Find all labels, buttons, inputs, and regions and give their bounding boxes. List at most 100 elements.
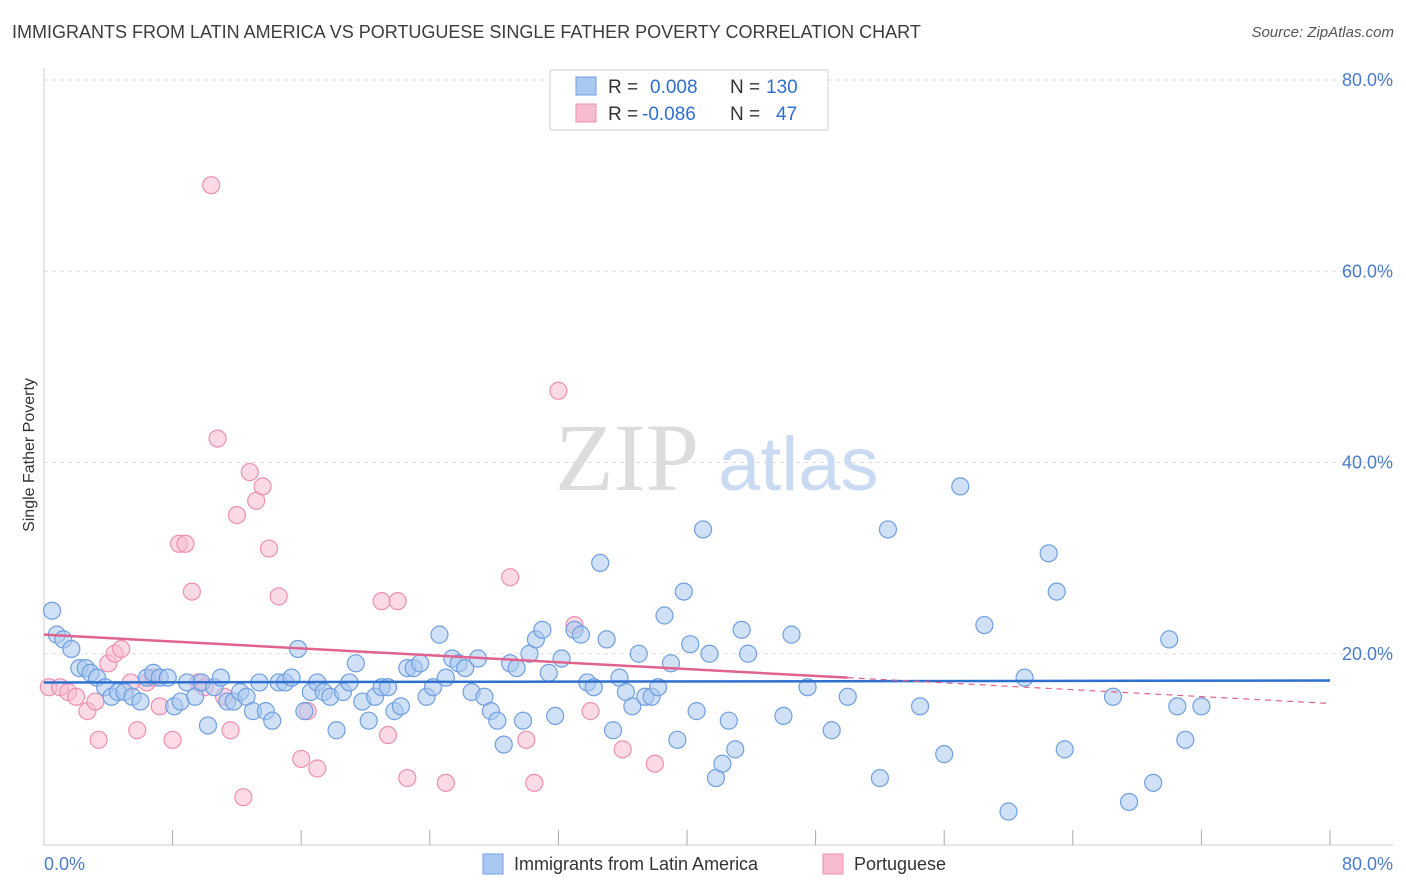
portuguese-point-21	[202, 176, 221, 195]
latin-america-point-25	[211, 668, 230, 687]
latin-america-point-106	[738, 644, 758, 663]
portuguese-trend-extension	[847, 677, 1331, 705]
portuguese-point-29	[253, 477, 272, 496]
latin-america-point-71	[507, 658, 526, 678]
latin-america-point-63	[456, 658, 475, 678]
legend-bottom: Immigrants from Latin America Portuguese	[482, 853, 946, 875]
latin-america-point-126	[1160, 630, 1179, 649]
latin-america-point-124	[1119, 792, 1139, 812]
portuguese-trend-line	[43, 633, 848, 679]
portuguese-point-37	[388, 592, 407, 611]
latin-america-point-111	[838, 687, 857, 706]
latin-america-point-48	[359, 711, 378, 730]
latin-america-point-118	[999, 802, 1018, 821]
portuguese-point-36	[378, 725, 398, 745]
latin-america-point-78	[552, 649, 571, 668]
legend-r-label-1: R =	[608, 77, 638, 98]
latin-america-point-100	[700, 644, 719, 663]
portuguese-point-6	[89, 730, 108, 749]
latin-america-point-77	[546, 706, 565, 726]
portuguese-point-30	[259, 539, 279, 558]
latin-america-point-115	[935, 745, 954, 764]
legend-n-value-1: 130	[766, 77, 798, 98]
latin-america-point-84	[597, 630, 616, 649]
portuguese-point-22	[208, 429, 227, 448]
latin-america-point-88	[623, 697, 642, 716]
legend-swatch-blue	[575, 76, 597, 96]
latin-america-point-82	[584, 678, 603, 697]
source-label: Source: ZipAtlas.com	[1251, 24, 1394, 41]
legend-r-value-2: -0.086	[642, 104, 696, 125]
latin-america-point-83	[591, 553, 610, 573]
latin-america-point-36	[282, 668, 301, 687]
latin-america-point-13	[131, 692, 150, 711]
portuguese-point-38	[398, 768, 417, 788]
x-tick-labels: 0.0% 80.0%	[44, 854, 1393, 874]
portuguese-point-35	[372, 592, 391, 611]
portuguese-point-27	[240, 462, 259, 482]
latin-america-point-123	[1103, 687, 1123, 706]
portuguese-point-17	[176, 534, 195, 553]
x-tick-label-1: 80.0%	[1342, 854, 1393, 874]
portuguese-point-32	[292, 749, 311, 769]
legend-swatch-pink	[575, 103, 597, 123]
legend-bottom-swatch-blue	[482, 853, 504, 875]
y-tick-label-3: 80.0%	[1342, 70, 1393, 90]
y-tick-label-0: 20.0%	[1342, 644, 1393, 664]
latin-america-point-38	[295, 702, 314, 721]
latin-america-point-95	[668, 730, 687, 749]
latin-america-point-69	[494, 735, 513, 754]
latin-america-point-17	[158, 668, 177, 687]
portuguese-point-5	[86, 692, 105, 711]
portuguese-point-42	[525, 773, 544, 792]
portuguese-point-15	[163, 730, 182, 749]
portuguese-point-3	[67, 687, 86, 706]
latin-america-point-93	[655, 606, 674, 625]
y-tick-label-1: 40.0%	[1342, 453, 1393, 473]
legend-bottom-label-1: Immigrants from Latin America	[514, 854, 759, 874]
latin-america-point-98	[687, 702, 706, 721]
legend-n-label-1: N =	[730, 77, 760, 98]
latin-america-point-113	[878, 520, 898, 539]
latin-america-point-127	[1168, 697, 1187, 716]
latin-america-point-59	[430, 625, 449, 644]
latin-america-point-33	[263, 711, 282, 730]
legend-n-value-2: 47	[776, 104, 797, 125]
portuguese-point-46	[613, 740, 632, 759]
watermark-zip: ZIP	[555, 404, 699, 511]
latin-america-point-107	[774, 706, 793, 726]
portuguese-point-11	[128, 721, 147, 740]
latin-america-point-46	[346, 654, 365, 673]
latin-america-point-76	[539, 663, 558, 682]
latin-america-point-89	[629, 644, 648, 663]
portuguese-point-41	[517, 730, 536, 749]
grid-lines	[44, 79, 1393, 655]
portuguese-point-25	[227, 505, 246, 525]
latin-america-point-72	[513, 711, 533, 730]
latin-america-point-121	[1047, 582, 1066, 601]
latin-america-point-119	[1015, 668, 1034, 687]
latin-america-trend-line	[43, 679, 1331, 684]
latin-america-point-97	[681, 635, 700, 654]
latin-america-point-56	[411, 654, 430, 673]
latin-america-point-60	[436, 668, 455, 687]
legend-bottom-label-2: Portuguese	[854, 854, 946, 874]
latin-america-point-103	[719, 711, 738, 730]
latin-america-point-105	[732, 620, 751, 639]
series-latin-america-points	[42, 477, 1211, 821]
latin-america-point-0	[42, 601, 62, 620]
latin-america-point-117	[975, 615, 994, 635]
portuguese-point-9	[112, 639, 131, 659]
watermark: ZIP atlas	[555, 404, 879, 511]
latin-america-point-96	[674, 582, 693, 601]
legend-n-label-2: N =	[730, 104, 760, 125]
latin-america-point-114	[910, 697, 930, 716]
x-tick-label-0: 0.0%	[44, 854, 85, 874]
latin-america-point-108	[782, 625, 801, 644]
portuguese-point-47	[645, 754, 664, 773]
y-tick-labels: 20.0% 40.0% 60.0% 80.0%	[1342, 70, 1393, 664]
latin-america-point-75	[533, 620, 552, 639]
trend-lines	[43, 633, 1331, 705]
axes	[43, 68, 1393, 846]
latin-america-point-129	[1192, 697, 1211, 716]
